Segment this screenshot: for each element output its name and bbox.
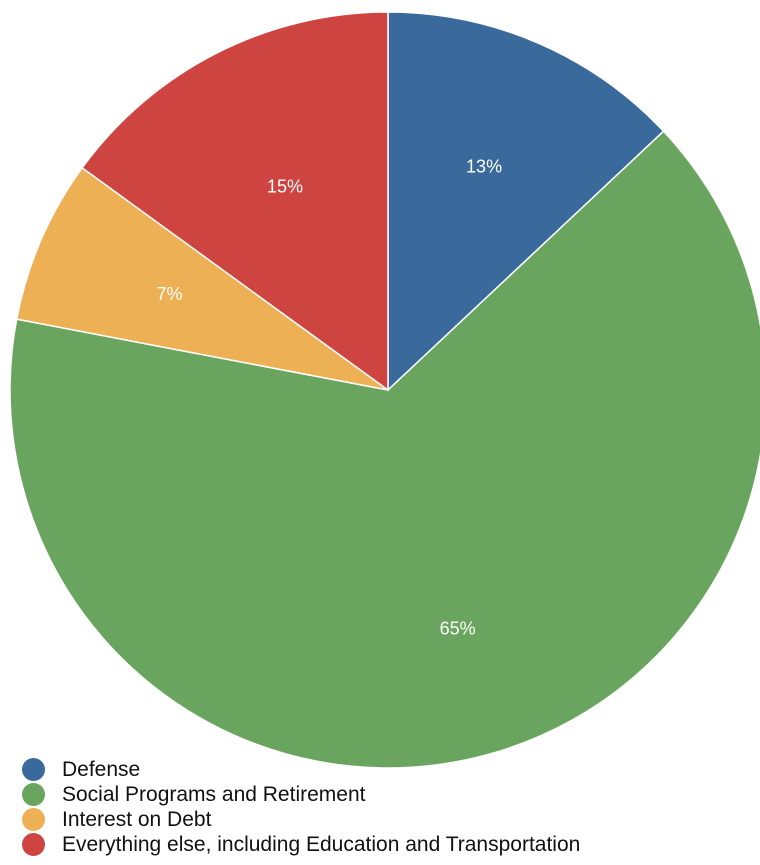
- legend-swatch-icon: [22, 758, 45, 781]
- legend-swatch-icon: [22, 783, 45, 806]
- legend-item-defense: Defense: [22, 757, 580, 782]
- pie-slice-interest-on-debt: [15, 166, 389, 391]
- pie-slice-social-programs: [9, 130, 760, 769]
- legend-label: Interest on Debt: [62, 808, 212, 831]
- pie-slice-everything-else: [81, 11, 389, 392]
- pie-slice-defense: [387, 11, 665, 392]
- legend-label: Everything else, including Education and…: [62, 833, 581, 856]
- legend: Defense Social Programs and Retirement I…: [22, 757, 580, 857]
- legend-label: Defense: [62, 758, 141, 781]
- slice-label-everything-else: 15%: [267, 177, 303, 197]
- legend-swatch-icon: [22, 833, 45, 856]
- slice-label-social-programs: 65%: [440, 618, 476, 638]
- slice-label-defense: 13%: [466, 157, 502, 177]
- legend-item-everything-else: Everything else, including Education and…: [22, 832, 580, 857]
- legend-label: Social Programs and Retirement: [62, 783, 366, 806]
- legend-swatch-icon: [22, 808, 45, 831]
- legend-item-social-programs: Social Programs and Retirement: [22, 782, 580, 807]
- legend-item-interest-on-debt: Interest on Debt: [22, 807, 580, 832]
- slice-label-interest-on-debt: 7%: [156, 284, 182, 304]
